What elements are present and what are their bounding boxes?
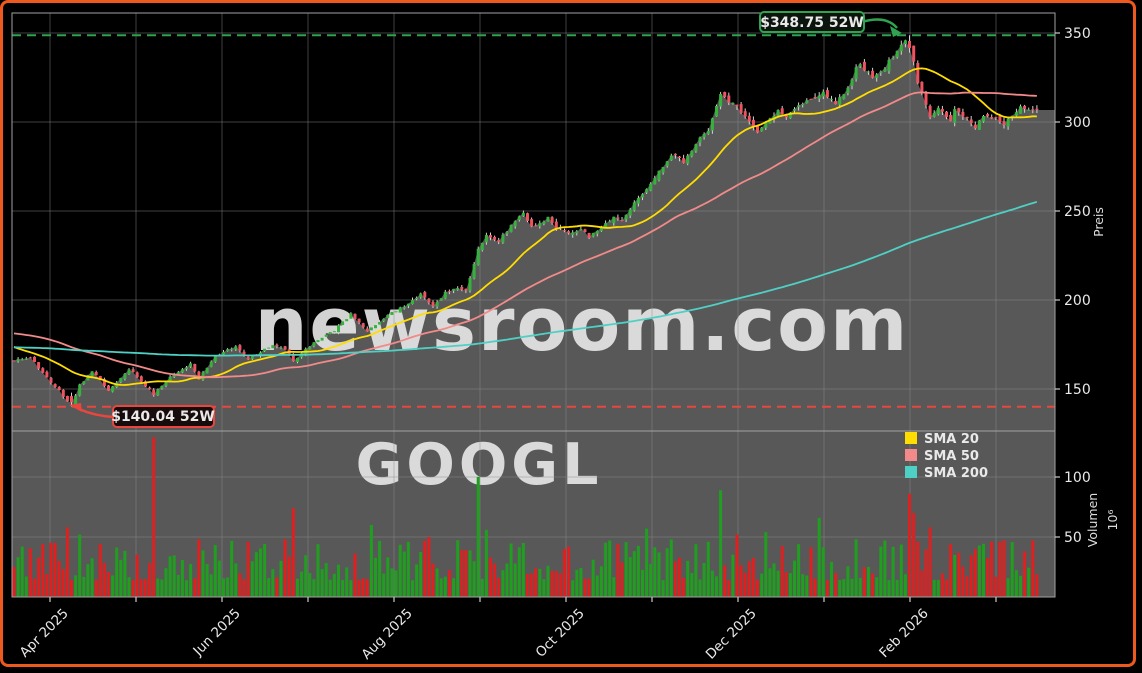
volume-bars xyxy=(12,437,1039,597)
annotation-52w-high: $348.75 52W xyxy=(759,11,902,37)
svg-text:250: 250 xyxy=(1064,204,1091,220)
svg-text:Jun 2025: Jun 2025 xyxy=(190,606,244,660)
svg-text:Aug 2025: Aug 2025 xyxy=(359,606,416,663)
svg-text:Oct 2025: Oct 2025 xyxy=(533,606,588,661)
sma50-legend-label: SMA 50 xyxy=(924,449,979,464)
svg-text:200: 200 xyxy=(1064,293,1091,309)
high-annotation-box xyxy=(759,11,865,33)
low-annotation-arrowhead xyxy=(69,403,82,412)
sma200-legend-label: SMA 200 xyxy=(924,466,988,481)
sma20-legend-label: SMA 20 xyxy=(924,432,979,447)
sma50-legend-swatch xyxy=(905,449,917,461)
gridlines xyxy=(12,13,1055,597)
stock-chart-canvas: newsroom.com GOOGL 15020025030035050100A… xyxy=(11,11,1120,663)
volume-axis-unit: 10⁶ xyxy=(1105,510,1120,531)
sma20-legend-swatch xyxy=(905,432,917,444)
high-annotation-arrowhead xyxy=(890,26,902,37)
svg-text:350: 350 xyxy=(1064,26,1091,42)
high-annotation-label: $348.75 52W xyxy=(760,15,864,31)
svg-text:Feb 2026: Feb 2026 xyxy=(876,606,932,662)
sma-lines xyxy=(13,67,1038,386)
svg-text:150: 150 xyxy=(1064,382,1091,398)
low-annotation-label: $140.04 52W xyxy=(111,409,215,425)
sma200-legend-swatch xyxy=(905,466,917,478)
sma-legend: SMA 20 SMA 50 SMA 200 xyxy=(905,432,988,481)
low-annotation-box xyxy=(112,405,215,428)
price-area-fill xyxy=(12,40,1055,432)
svg-text:100: 100 xyxy=(1064,470,1091,486)
high-annotation-arrow xyxy=(861,18,898,29)
volume-panel-spine xyxy=(11,430,1056,598)
price-axis-title: Preis xyxy=(1091,207,1106,237)
candlesticks xyxy=(12,35,1039,407)
svg-text:50: 50 xyxy=(1064,530,1082,546)
volume-axis-title: Volumen xyxy=(1085,493,1100,547)
svg-text:Dec 2025: Dec 2025 xyxy=(703,606,760,663)
svg-text:Apr 2025: Apr 2025 xyxy=(17,606,72,661)
svg-text:300: 300 xyxy=(1064,115,1091,131)
annotation-52w-low: $140.04 52W xyxy=(69,403,215,428)
